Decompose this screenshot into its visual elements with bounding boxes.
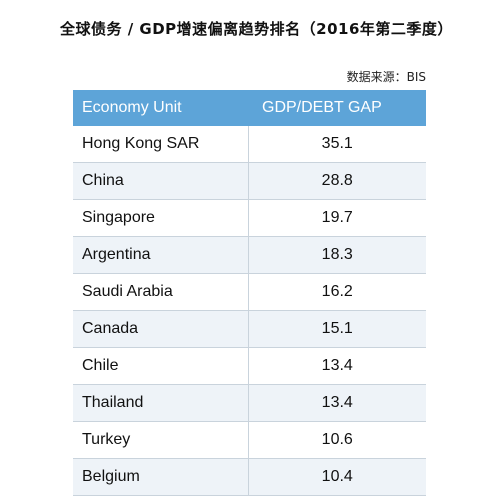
- table-header-row: Economy Unit GDP/DEBT GAP: [73, 90, 426, 126]
- economy-cell: Argentina: [73, 236, 249, 274]
- gap-value-cell: 18.3: [248, 236, 426, 274]
- economy-cell: Canada: [73, 310, 249, 348]
- economy-cell: Saudi Arabia: [73, 273, 249, 311]
- table-row: Argentina 18.3: [73, 236, 426, 274]
- gap-value-cell: 10.6: [248, 421, 426, 459]
- table-row: Hong Kong SAR 35.1: [73, 126, 426, 163]
- economy-cell: Turkey: [73, 421, 249, 459]
- gap-value-cell: 35.1: [248, 126, 426, 163]
- gap-value-cell: 16.2: [248, 273, 426, 311]
- gap-value-cell: 10.4: [248, 458, 426, 496]
- table-row: China 28.8: [73, 162, 426, 200]
- column-header-gap: GDP/DEBT GAP: [248, 90, 426, 126]
- table-row: Thailand 13.4: [73, 384, 426, 422]
- table-body: Hong Kong SAR 35.1 China 28.8 Singapore 19.7 A…: [73, 126, 426, 496]
- economy-cell: Singapore: [73, 199, 249, 237]
- gap-value-cell: 19.7: [248, 199, 426, 237]
- table-row: Saudi Arabia 16.2: [73, 273, 426, 311]
- economy-cell: Hong Kong SAR: [73, 126, 249, 163]
- economy-cell: Chile: [73, 347, 249, 385]
- gap-value-cell: 28.8: [248, 162, 426, 200]
- gap-value-cell: 15.1: [248, 310, 426, 348]
- table-row: Turkey 10.6: [73, 421, 426, 459]
- gap-ranking-table: Economy Unit GDP/DEBT GAP Hong Kong SAR 3…: [73, 90, 426, 496]
- gap-value-cell: 13.4: [248, 347, 426, 385]
- table-row: Singapore 19.7: [73, 199, 426, 237]
- table-row: Chile 13.4: [73, 347, 426, 385]
- economy-cell: Belgium: [73, 458, 249, 496]
- column-header-economy: Economy Unit: [73, 90, 248, 126]
- gap-value-cell: 13.4: [248, 384, 426, 422]
- table-row: Belgium 10.4: [73, 458, 426, 496]
- economy-cell: Thailand: [73, 384, 249, 422]
- table-row: Canada 15.1: [73, 310, 426, 348]
- chart-title: 全球债务 / GDP增速偏离趋势排名（2016年第二季度）: [60, 20, 453, 38]
- economy-cell: China: [73, 162, 249, 200]
- source-note: 数据来源：BIS: [346, 70, 426, 84]
